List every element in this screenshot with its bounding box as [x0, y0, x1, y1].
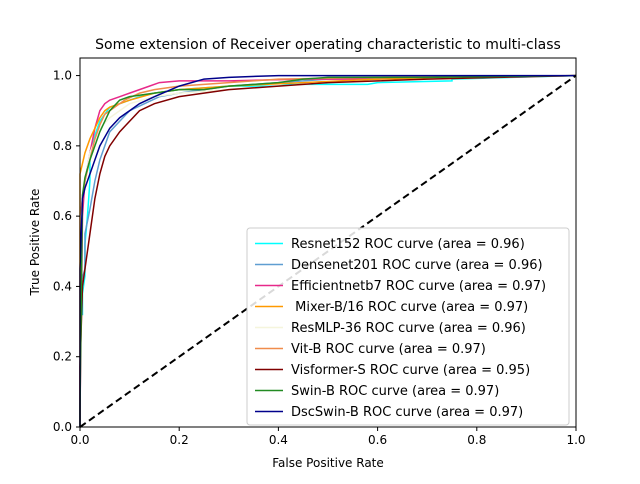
- y-tick-label: 0.0: [53, 420, 72, 434]
- axis-ticks: 0.0 0.2 0.4 0.6 0.8 1.0 0.0 0.2 0.4 0.6 0.8 1.0: [53, 69, 586, 447]
- x-tick-label: 0.4: [269, 433, 288, 447]
- y-tick-label: 1.0: [53, 69, 72, 83]
- y-axis-label: True Positive Rate: [28, 189, 42, 297]
- legend-label: ResMLP-36 ROC curve (area = 0.96): [291, 321, 526, 336]
- legend-label: Swin-B ROC curve (area = 0.97): [291, 384, 499, 399]
- legend-label: Resnet152 ROC curve (area = 0.96): [291, 237, 525, 252]
- roc-curve-series-9: [79, 74, 576, 427]
- x-tick-label: 0.8: [467, 433, 486, 447]
- legend-label: Densenet201 ROC curve (area = 0.96): [291, 258, 543, 273]
- y-tick-label: 0.8: [53, 139, 72, 153]
- legend-label: Vit-B ROC curve (area = 0.97): [291, 342, 486, 357]
- x-tick-label: 0.2: [170, 433, 189, 447]
- x-tick-label: 0.0: [70, 433, 89, 447]
- x-axis-label: False Positive Rate: [272, 456, 384, 470]
- legend-label: DscSwin-B ROC curve (area = 0.97): [291, 405, 523, 420]
- x-tick-label: 0.6: [368, 433, 387, 447]
- legend-box: [246, 227, 570, 426]
- roc-curve-series-7: [79, 74, 577, 427]
- legend: Resnet152 ROC curve (area = 0.96) Densene…: [246, 227, 570, 426]
- y-tick-label: 0.6: [53, 209, 72, 223]
- y-tick-label: 0.2: [53, 350, 72, 364]
- legend-label: Efficientnetb7 ROC curve (area = 0.97): [291, 279, 546, 294]
- chart-title: Some extension of Receiver operating cha…: [95, 37, 561, 53]
- legend-label: Mixer-B/16 ROC curve (area = 0.97): [291, 300, 528, 315]
- roc-curve-series-8: [79, 74, 577, 427]
- legend-label: Visformer-S ROC curve (area = 0.95): [291, 363, 530, 378]
- axes-frame: [79, 57, 577, 428]
- y-tick-label: 0.4: [53, 279, 72, 293]
- x-tick-label: 1.0: [566, 433, 585, 447]
